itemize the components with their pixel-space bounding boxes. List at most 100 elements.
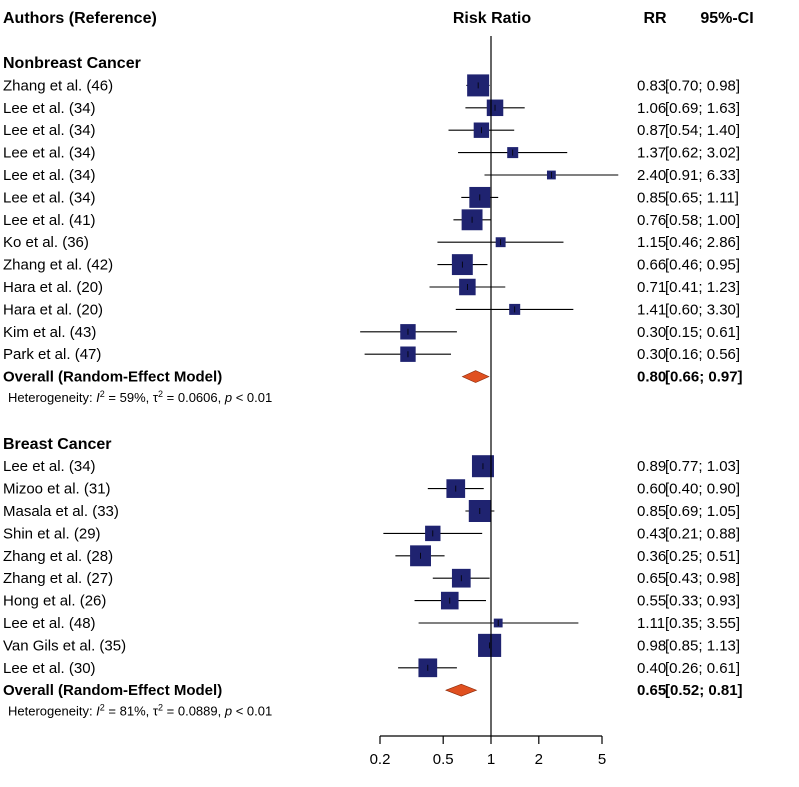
study-label: Lee et al. (34): [3, 122, 96, 139]
ci-value: [0.69; 1.05]: [665, 503, 740, 520]
ci-value: [0.35; 3.55]: [665, 615, 740, 632]
x-tick-label: 2: [535, 751, 543, 768]
study-row: Hara et al. (20) 1.41[0.60; 3.30]: [3, 301, 740, 318]
study-row: Lee et al. (34) 2.40[0.91; 6.33]: [3, 167, 740, 184]
overall-rr-value: 0.80: [637, 369, 666, 386]
overall-label: Overall (Random-Effect Model): [3, 682, 222, 699]
study-label: Van Gils et al. (35): [3, 637, 126, 654]
study-row: Lee et al. (34) 0.85[0.65; 1.11]: [3, 186, 739, 208]
rr-value: 0.66: [637, 257, 666, 274]
rr-value: 0.87: [637, 122, 666, 139]
study-label: Zhang et al. (46): [3, 77, 113, 94]
x-tick-label: 0.2: [370, 751, 391, 768]
ci-value: [0.16; 0.56]: [665, 346, 740, 363]
ci-value: [0.77; 1.03]: [665, 458, 740, 475]
overall-label: Overall (Random-Effect Model): [3, 369, 222, 386]
ci-value: [0.46; 0.95]: [665, 257, 740, 274]
rr-value: 0.43: [637, 525, 666, 542]
heterogeneity-text: Heterogeneity: I2 = 81%, τ2 = 0.0889, p …: [8, 703, 272, 719]
study-row: Shin et al. (29) 0.43[0.21; 0.88]: [3, 525, 740, 542]
heterogeneity-text: Heterogeneity: I2 = 59%, τ2 = 0.0606, p …: [8, 389, 272, 405]
ci-value: [0.62; 3.02]: [665, 145, 740, 162]
rr-value: 0.55: [637, 593, 666, 610]
study-row: Kim et al. (43) 0.30[0.15; 0.61]: [3, 324, 740, 341]
study-label: Shin et al. (29): [3, 525, 101, 542]
study-row: Mizoo et al. (31) 0.60[0.40; 0.90]: [3, 479, 740, 498]
study-row: Lee et al. (34) 0.89[0.77; 1.03]: [3, 455, 740, 478]
study-label: Hong et al. (26): [3, 593, 106, 610]
overall-diamond: [461, 370, 490, 383]
header-ci: 95%-CI: [700, 10, 753, 27]
rr-value: 2.40: [637, 167, 666, 184]
ci-value: [0.69; 1.63]: [665, 100, 740, 117]
ci-value: [0.25; 0.51]: [665, 548, 740, 565]
study-row: Hara et al. (20) 0.71[0.41; 1.23]: [3, 278, 740, 296]
ci-value: [0.15; 0.61]: [665, 324, 740, 341]
ci-value: [0.43; 0.98]: [665, 570, 740, 587]
rr-value: 0.60: [637, 481, 666, 498]
study-label: Kim et al. (43): [3, 324, 96, 341]
ci-value: [0.58; 1.00]: [665, 212, 740, 229]
study-label: Park et al. (47): [3, 346, 101, 363]
ci-value: [0.41; 1.23]: [665, 279, 740, 296]
overall-row: Overall (Random-Effect Model) 0.80[0.66; …: [3, 369, 743, 386]
study-row: Lee et al. (34) 1.06[0.69; 1.63]: [3, 99, 740, 117]
ci-value: [0.65; 1.11]: [665, 189, 739, 206]
study-row: Zhang et al. (42) 0.66[0.46; 0.95]: [3, 254, 740, 276]
study-row: Lee et al. (48) 1.11 [0.35; 3.55]: [3, 615, 740, 632]
study-row: Lee et al. (34) 1.37[0.62; 3.02]: [3, 145, 740, 162]
study-row: Masala et al. (33) 0.85[0.69; 1.05]: [3, 500, 740, 522]
group-breast-cancer: Breast Cancer Lee et al. (34) 0.89[0.77; 1…: [3, 436, 743, 719]
rr-value: 0.85: [637, 189, 666, 206]
study-label: Masala et al. (33): [3, 503, 119, 520]
rr-value: 1.06: [637, 100, 666, 117]
rr-value: 1.37: [637, 145, 666, 162]
rr-value: 1.11: [637, 615, 665, 632]
rr-value: 0.98: [637, 637, 666, 654]
ci-value: [0.33; 0.93]: [665, 593, 740, 610]
study-row: Lee et al. (34) 0.87[0.54; 1.40]: [3, 122, 740, 139]
header-study: Authors (Reference): [3, 10, 157, 27]
rr-value: 0.89: [637, 458, 666, 475]
ci-value: [0.60; 3.30]: [665, 301, 740, 318]
rr-value: 0.30: [637, 346, 666, 363]
study-label: Lee et al. (34): [3, 189, 96, 206]
study-row: Lee et al. (41) 0.76[0.58; 1.00]: [3, 209, 740, 231]
ci-value: [0.21; 0.88]: [665, 525, 740, 542]
overall-diamond: [445, 683, 478, 697]
study-label: Lee et al. (34): [3, 100, 96, 117]
rr-value: 0.85: [637, 503, 666, 520]
study-row: Park et al. (47) 0.30[0.16; 0.56]: [3, 346, 740, 363]
overall-ci-value: [0.66; 0.97]: [665, 369, 743, 386]
study-label: Lee et al. (41): [3, 212, 96, 229]
ci-value: [0.85; 1.13]: [665, 637, 740, 654]
group-nonbreast-cancer: Nonbreast Cancer Zhang et al. (46) 0.83 [0.…: [3, 55, 743, 405]
rr-value: 1.15: [637, 234, 666, 251]
study-label: Zhang et al. (28): [3, 548, 113, 565]
ci-value: [0.91; 6.33]: [665, 167, 740, 184]
study-label: Mizoo et al. (31): [3, 481, 111, 498]
study-label: Hara et al. (20): [3, 301, 103, 318]
overall-row: Overall (Random-Effect Model) 0.65[0.52; …: [3, 682, 743, 699]
rr-value: 0.83: [637, 77, 666, 94]
header-plot: Risk Ratio: [453, 10, 531, 27]
study-label: Lee et al. (30): [3, 660, 96, 677]
study-row: Zhang et al. (46) 0.83[0.70; 0.98]: [3, 74, 740, 97]
study-label: Hara et al. (20): [3, 279, 103, 296]
study-row: Van Gils et al. (35) 0.98[0.85; 1.13]: [3, 633, 740, 657]
ci-value: [0.40; 0.90]: [665, 481, 740, 498]
study-label: Lee et al. (34): [3, 167, 96, 184]
study-row: Ko et al. (36) 1.15[0.46; 2.86]: [3, 234, 740, 251]
study-label: Ko et al. (36): [3, 234, 89, 251]
study-label: Zhang et al. (27): [3, 570, 113, 587]
ci-value: [0.54; 1.40]: [665, 122, 740, 139]
header-estimate: RR: [643, 10, 667, 27]
group-title: Breast Cancer: [3, 436, 112, 453]
plot-rows: Nonbreast Cancer Zhang et al. (46) 0.83 [0.…: [3, 55, 743, 719]
group-title: Nonbreast Cancer: [3, 55, 141, 72]
study-label: Lee et al. (48): [3, 615, 96, 632]
study-label: Lee et al. (34): [3, 145, 96, 162]
rr-value: 0.36: [637, 548, 666, 565]
ci-value: [0.26; 0.61]: [665, 660, 740, 677]
